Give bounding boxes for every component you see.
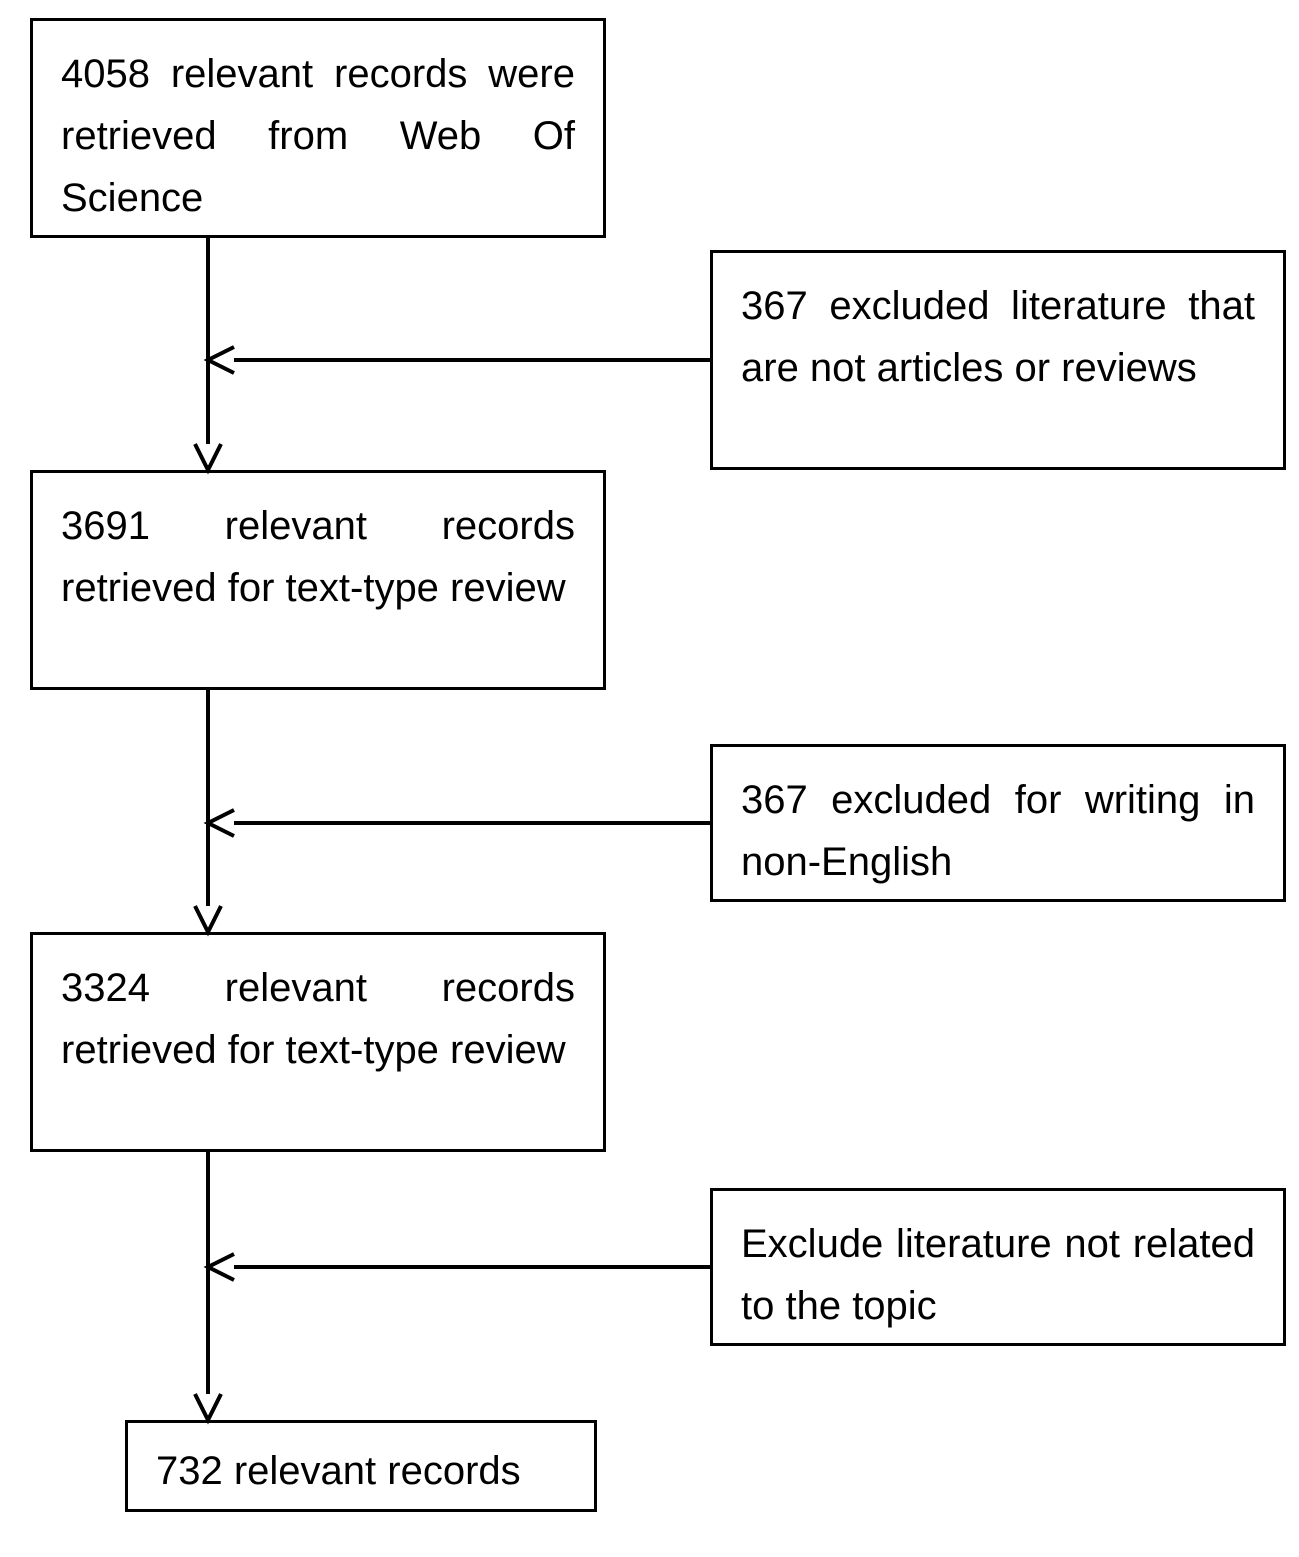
flow-node-text: 732 relevant records [156, 1441, 566, 1501]
flow-node-final: 732 relevant records [125, 1420, 597, 1512]
flow-node-text: 3324 relevant records retrieved for text… [61, 957, 575, 1081]
arrow-left-2 [208, 810, 710, 836]
flow-node-after-language-filter: 3324 relevant records retrieved for text… [30, 932, 606, 1152]
arrow-left-1 [208, 347, 710, 373]
flow-node-after-type-filter: 3691 relevant records retrieved for text… [30, 470, 606, 690]
exclusion-text: 367 excluded literature that are not art… [741, 275, 1255, 399]
exclusion-box-not-articles: 367 excluded literature that are not art… [710, 250, 1286, 470]
exclusion-box-non-english: 367 excluded for writing in non-English [710, 744, 1286, 902]
flow-node-text: 3691 relevant records retrieved for text… [61, 495, 575, 619]
flowchart-canvas: 4058 relevant records were retrieved fro… [0, 0, 1299, 1557]
exclusion-text: 367 excluded for writing in non-English [741, 769, 1255, 893]
flow-node-initial: 4058 relevant records were retrieved fro… [30, 18, 606, 238]
arrow-down-1 [195, 238, 221, 470]
exclusion-box-off-topic: Exclude literature not related to the to… [710, 1188, 1286, 1346]
arrow-down-2 [195, 690, 221, 932]
exclusion-text: Exclude literature not related to the to… [741, 1213, 1255, 1337]
arrow-down-3 [195, 1152, 221, 1420]
flow-node-text: 4058 relevant records were retrieved fro… [61, 43, 575, 229]
arrow-left-3 [208, 1254, 710, 1280]
